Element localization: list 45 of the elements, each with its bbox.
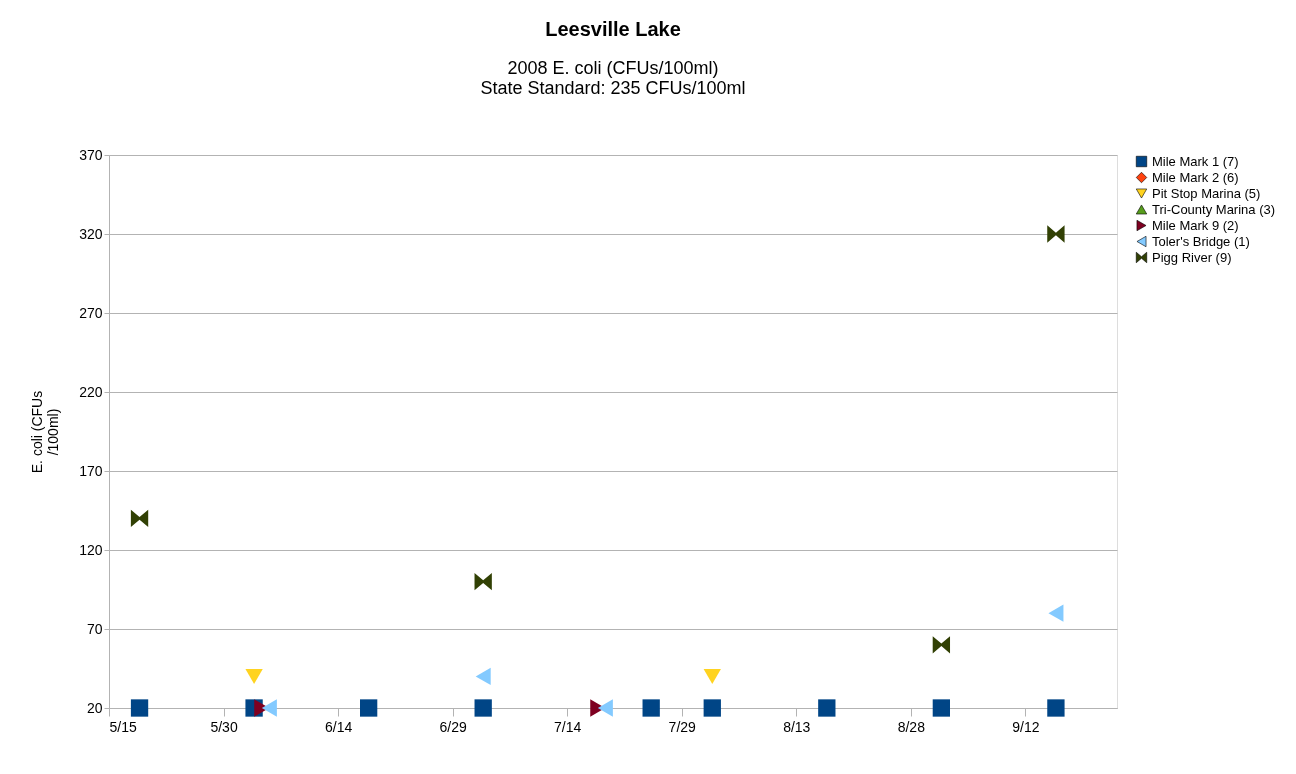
point <box>1047 225 1065 243</box>
point <box>703 699 721 717</box>
x-tick-label: 6/14 <box>324 718 353 735</box>
y-tick-label: 320 <box>79 225 103 242</box>
point <box>597 699 613 717</box>
point <box>130 699 149 717</box>
point <box>932 699 951 717</box>
x-tick-label: 5/30 <box>210 718 238 735</box>
legend-label: Mile Mark 2 (6) <box>1152 169 1239 185</box>
legend-label: Mile Mark 9 (2) <box>1152 217 1239 233</box>
point <box>1048 604 1064 622</box>
x-tick-label: 5/15 <box>109 718 137 735</box>
point <box>359 699 378 717</box>
legend-label: Toler's Bridge (1) <box>1152 233 1250 249</box>
point <box>932 636 951 654</box>
x-tick-label: 6/29 <box>439 718 467 735</box>
y-tick-label: 370 <box>79 146 103 163</box>
point <box>474 572 492 591</box>
point <box>642 699 660 717</box>
chart-title: Leesville Lake <box>545 18 681 40</box>
point <box>474 699 492 717</box>
point <box>245 668 263 684</box>
y-tick-label: 270 <box>79 304 103 321</box>
y-tick-label: 170 <box>79 462 103 479</box>
legend-label: Mile Mark 1 (7) <box>1152 153 1239 169</box>
point <box>261 699 277 717</box>
y-tick-label: 120 <box>79 541 103 558</box>
x-tick-label: 9/12 <box>1012 718 1040 735</box>
x-tick-label: 7/29 <box>668 718 697 735</box>
legend-label: Pit Stop Marina (5) <box>1152 185 1261 201</box>
x-tick-label: 8/13 <box>783 718 811 735</box>
point <box>703 668 721 684</box>
point <box>475 667 491 686</box>
point <box>130 509 149 528</box>
point <box>1047 699 1065 717</box>
y-tick-label: 220 <box>79 383 103 400</box>
legend-label: Pigg River (9) <box>1152 249 1232 265</box>
y-tick-label: 70 <box>86 620 103 637</box>
legend-label: Tri-County Marina (3) <box>1152 201 1276 217</box>
chart-subtitle: 2008 E. coli (CFUs/100ml) State Standard: 235 CFUs/100ml <box>480 58 746 98</box>
x-tick-label: 8/28 <box>897 718 926 735</box>
x-tick-label: 7/14 <box>554 718 582 735</box>
y-axis-title: E. coli (CFUs /100ml) <box>29 390 62 474</box>
y-tick-label: 20 <box>86 699 103 716</box>
point <box>818 699 836 717</box>
